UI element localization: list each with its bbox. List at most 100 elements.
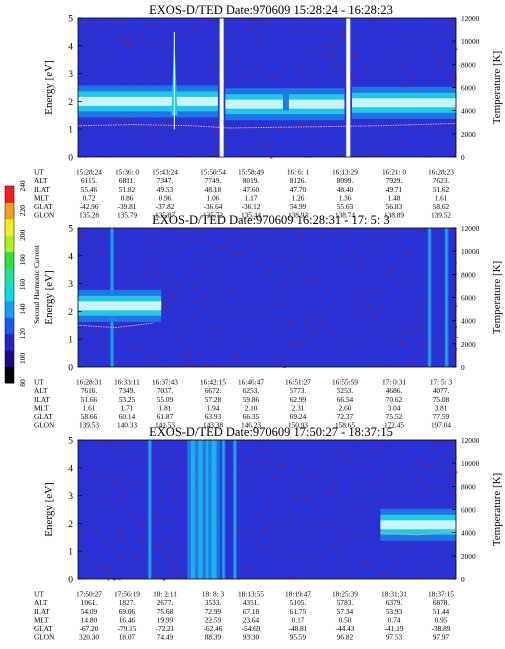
table-cell: 1061. — [81, 598, 98, 607]
noise-dot — [424, 559, 428, 561]
noise-dot — [335, 42, 339, 44]
noise-dot — [257, 347, 260, 349]
noise-dot — [247, 348, 250, 350]
noise-dot — [167, 557, 170, 559]
y2-tick-label: 0 — [461, 153, 465, 162]
noise-dot — [330, 23, 334, 25]
noise-dot — [436, 463, 440, 465]
noise-dot — [335, 342, 339, 344]
table-cell: 18:13:55 — [238, 590, 264, 599]
noise-dot — [189, 292, 193, 293]
noise-dot — [285, 127, 290, 130]
noise-dot — [333, 334, 336, 336]
noise-dot — [186, 359, 190, 362]
noise-dot — [164, 450, 168, 453]
noise-dot — [165, 75, 167, 78]
noise-dot — [99, 473, 104, 476]
table-cell: 7749. — [205, 176, 222, 185]
noise-dot — [288, 280, 291, 283]
noise-dot — [155, 331, 160, 334]
noise-dot — [442, 52, 447, 55]
noise-dot — [227, 133, 229, 135]
noise-dot — [414, 301, 418, 304]
noise-dot — [211, 351, 215, 354]
noise-dot — [160, 304, 164, 307]
vertical-streak-core — [234, 440, 236, 579]
noise-dot — [237, 231, 241, 233]
noise-dot — [364, 511, 368, 513]
noise-dot — [428, 464, 431, 467]
y2-tick-label: 10000 — [461, 247, 480, 256]
noise-dot — [244, 28, 249, 31]
noise-dot — [211, 328, 214, 331]
noise-dot — [263, 548, 267, 551]
noise-dot — [423, 302, 427, 304]
noise-dot — [245, 314, 249, 317]
noise-dot — [130, 122, 133, 124]
table-cell: 63.93 — [205, 412, 222, 421]
table-cell: 66.54 — [337, 395, 354, 404]
noise-dot — [163, 121, 167, 124]
noise-dot — [368, 74, 370, 76]
noise-dot — [421, 68, 424, 69]
noise-dot — [454, 272, 457, 275]
noise-dot — [176, 459, 178, 460]
noise-dot — [94, 529, 98, 532]
table-cell: -54.69 — [242, 624, 261, 633]
noise-dot — [450, 229, 452, 232]
noise-dot — [117, 81, 121, 82]
noise-dot — [234, 239, 238, 241]
noise-dot — [311, 566, 315, 568]
noise-dot — [117, 579, 121, 581]
noise-dot — [152, 470, 156, 471]
noise-dot — [426, 41, 428, 43]
noise-dot — [115, 126, 120, 128]
noise-dot — [436, 60, 441, 62]
noise-dot — [394, 29, 396, 31]
noise-dot — [363, 65, 367, 68]
noise-dot — [162, 466, 166, 469]
colorbar-segment — [5, 218, 14, 236]
noise-dot — [261, 460, 264, 463]
row-label: GLON — [34, 211, 55, 220]
noise-dot — [423, 340, 425, 343]
noise-dot — [363, 154, 366, 157]
noise-dot — [96, 347, 99, 350]
colorbar-tick-label: 240 — [18, 180, 27, 192]
noise-dot — [129, 269, 132, 271]
noise-dot — [243, 516, 247, 518]
noise-dot — [317, 529, 319, 531]
noise-dot — [246, 569, 249, 571]
table-cell: 4351. — [243, 598, 260, 607]
noise-dot — [260, 131, 262, 133]
noise-dot — [295, 556, 297, 558]
noise-dot — [173, 34, 177, 37]
noise-dot — [387, 350, 389, 352]
noise-dot — [319, 236, 324, 239]
noise-dot — [180, 154, 182, 157]
noise-dot — [247, 265, 251, 268]
noise-dot — [328, 576, 330, 578]
noise-dot — [382, 505, 386, 507]
noise-dot — [210, 150, 215, 152]
colorbar-segment — [5, 268, 14, 285]
table-cell: 69.24 — [290, 412, 307, 421]
noise-dot — [397, 286, 401, 289]
noise-dot — [102, 440, 105, 443]
noise-dot — [135, 38, 139, 40]
noise-dot — [451, 325, 455, 328]
noise-dot — [304, 79, 307, 81]
noise-dot — [436, 63, 440, 66]
table-cell: 5105. — [290, 598, 307, 607]
table-cell: 47.70 — [290, 185, 307, 194]
noise-dot — [301, 271, 305, 273]
noise-dot — [303, 569, 307, 571]
noise-dot — [444, 561, 447, 564]
noise-dot — [408, 551, 412, 553]
noise-dot — [268, 245, 271, 247]
table-cell: 135.72 — [203, 211, 223, 220]
noise-dot — [319, 321, 324, 323]
noise-dot — [321, 481, 324, 483]
noise-dot — [334, 325, 336, 328]
noise-dot — [343, 305, 346, 307]
